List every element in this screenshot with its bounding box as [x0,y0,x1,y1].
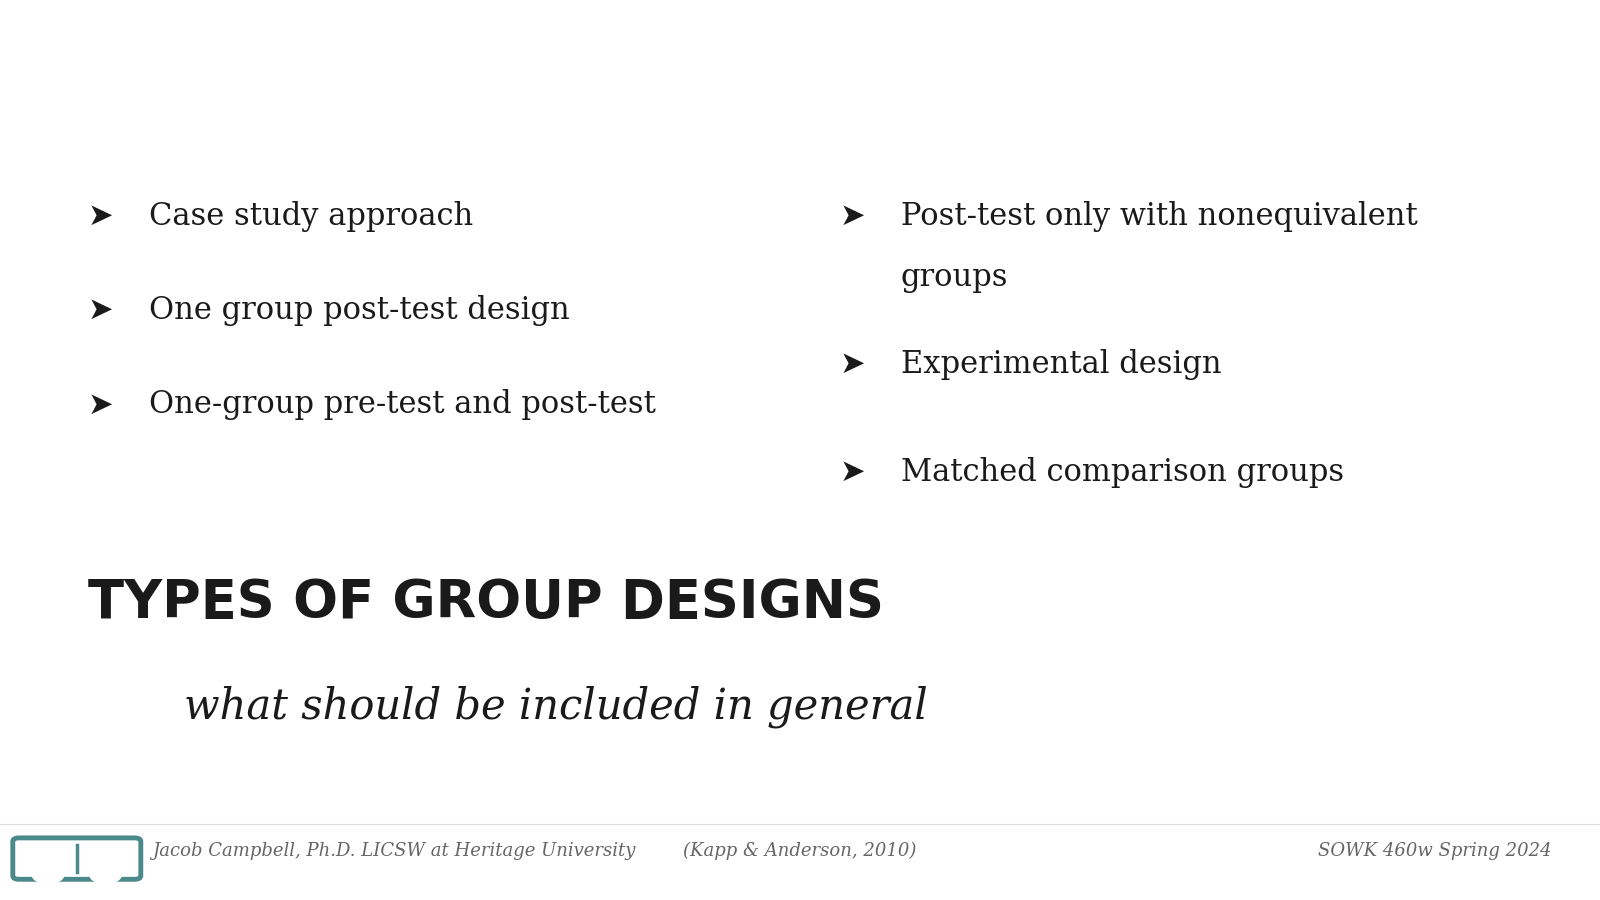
Text: (Kapp & Anderson, 2010): (Kapp & Anderson, 2010) [683,842,917,859]
Ellipse shape [90,865,122,885]
Text: ➤: ➤ [88,202,114,230]
Text: ➤: ➤ [88,296,114,325]
Text: Jacob Campbell, Ph.D. LICSW at Heritage University: Jacob Campbell, Ph.D. LICSW at Heritage … [152,842,635,859]
Ellipse shape [24,846,72,871]
Text: Post-test only with nonequivalent: Post-test only with nonequivalent [901,201,1418,231]
Text: ➤: ➤ [840,202,866,230]
Text: what should be included in general: what should be included in general [184,685,928,728]
Text: SOWK 460w Spring 2024: SOWK 460w Spring 2024 [1318,842,1552,859]
Text: Experimental design: Experimental design [901,349,1221,380]
Ellipse shape [82,846,130,871]
Text: groups: groups [901,262,1008,292]
Text: TYPES OF GROUP DESIGNS: TYPES OF GROUP DESIGNS [88,577,883,629]
Text: ➤: ➤ [88,391,114,419]
Text: ➤: ➤ [840,458,866,487]
Text: One group post-test design: One group post-test design [149,295,570,326]
Text: One-group pre-test and post-test: One-group pre-test and post-test [149,390,656,420]
Text: ➤: ➤ [840,350,866,379]
Text: Matched comparison groups: Matched comparison groups [901,457,1344,488]
Text: Case study approach: Case study approach [149,201,474,231]
Ellipse shape [32,865,64,885]
